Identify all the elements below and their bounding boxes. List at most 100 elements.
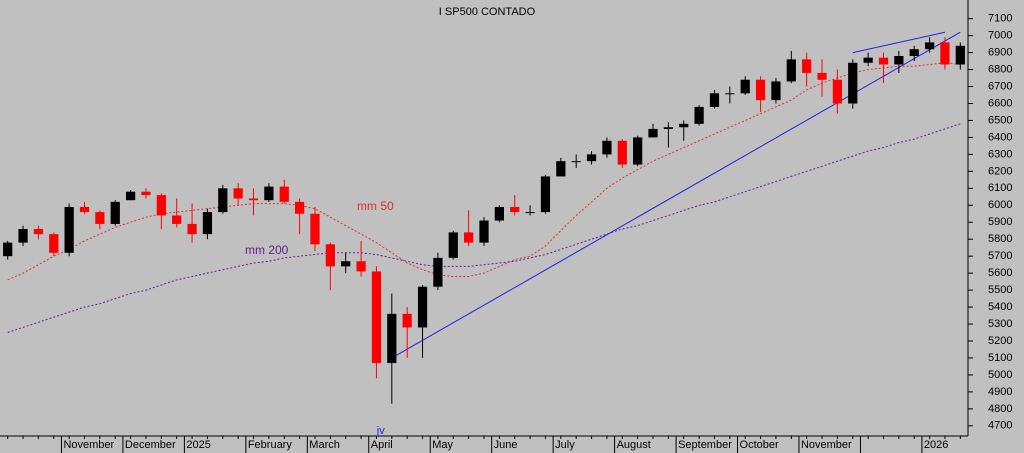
candle-body (848, 62, 858, 104)
y-tick-label: 6200 (988, 165, 1012, 177)
candle-body (172, 215, 182, 224)
moving-average (7, 123, 961, 333)
candle-body (279, 186, 289, 202)
x-tick-label: 2025 (186, 439, 210, 451)
candle-body (371, 271, 382, 364)
series-label: mm 50 (357, 199, 394, 213)
trendline (391, 31, 961, 359)
candle-body (341, 261, 351, 267)
annotation: jv (376, 425, 385, 437)
candle-body (556, 161, 566, 177)
y-tick-label: 5100 (988, 352, 1012, 364)
candle-body (909, 49, 919, 56)
candle-body (633, 137, 643, 165)
y-tick-label: 7100 (988, 13, 1012, 25)
candle-body (218, 188, 228, 213)
x-tick-label: September (678, 439, 732, 451)
x-tick-label: May (432, 439, 453, 451)
candle-body (79, 206, 90, 213)
y-tick-label: 5000 (988, 369, 1012, 381)
candle-body (448, 232, 458, 258)
candle-body (617, 140, 627, 165)
y-tick-label: 5500 (988, 284, 1012, 296)
candle-body (141, 191, 151, 196)
candle-body (433, 257, 443, 287)
candle-body (510, 206, 520, 213)
candle-body (64, 206, 74, 253)
candle-body (402, 313, 412, 328)
candle-body (156, 195, 166, 216)
y-tick-label: 7000 (988, 30, 1012, 42)
x-tick-label: July (555, 439, 575, 451)
candle-body (771, 81, 781, 101)
candle-body (202, 212, 213, 235)
x-tick-label: 2026 (924, 439, 948, 451)
y-tick-label: 6400 (988, 131, 1012, 143)
y-tick-label: 6100 (988, 182, 1012, 194)
candle-body (694, 106, 704, 124)
candle-body (110, 201, 120, 224)
candle-body (725, 93, 735, 95)
x-tick-label: February (248, 439, 293, 451)
candle-body (18, 229, 28, 243)
candle-body (955, 45, 965, 65)
x-tick-label: November (801, 439, 852, 451)
candle-body (525, 212, 535, 214)
y-tick-label: 4900 (988, 386, 1012, 398)
candle-body (49, 234, 59, 253)
y-tick-label: 6000 (988, 199, 1012, 211)
candle-body (832, 79, 843, 104)
candle-body (663, 127, 673, 129)
candle-body (387, 313, 397, 364)
candle-body (863, 57, 873, 63)
candle-body (95, 212, 105, 224)
candle-body (33, 229, 44, 235)
candle-body (417, 286, 428, 328)
chart-title: I SP500 CONTADO (439, 6, 536, 18)
y-tick-label: 4700 (988, 420, 1012, 432)
x-tick-label: April (371, 439, 393, 451)
moving-average (7, 62, 961, 281)
y-tick-label: 6500 (988, 114, 1012, 126)
candle-body (679, 123, 689, 128)
candle-body (786, 59, 796, 82)
candle-body (187, 223, 197, 235)
y-tick-label: 5400 (988, 301, 1012, 313)
y-tick-label: 4800 (988, 403, 1012, 415)
candle-body (479, 220, 489, 243)
candle-body (3, 242, 13, 257)
candle-body (264, 186, 274, 201)
candle-body (802, 59, 812, 73)
x-tick-label: November (63, 439, 114, 451)
series-label: mm 200 (245, 243, 289, 257)
y-tick-label: 6300 (988, 148, 1012, 160)
y-tick-label: 5600 (988, 267, 1012, 279)
candle-body (310, 213, 320, 245)
x-tick-label: March (309, 439, 340, 451)
y-tick-label: 5700 (988, 250, 1012, 262)
candle-body (586, 154, 597, 162)
y-tick-label: 5300 (988, 318, 1012, 330)
y-tick-label: 6600 (988, 97, 1012, 109)
candle-body (356, 261, 366, 272)
y-tick-label: 6800 (988, 63, 1012, 75)
trendline (852, 31, 946, 54)
candle-body (494, 206, 504, 221)
candle-body (817, 72, 827, 80)
x-tick-label: June (494, 439, 518, 451)
candle-body (125, 191, 136, 201)
y-tick-label: 5200 (988, 335, 1012, 347)
x-tick-label: August (617, 439, 651, 451)
y-tick-label: 5900 (988, 216, 1012, 228)
candle-body (755, 79, 766, 101)
y-tick-label: 6700 (988, 80, 1012, 92)
candle-body (878, 57, 889, 65)
candle-body (740, 79, 750, 94)
candle-body (709, 93, 720, 107)
candle-body (940, 42, 950, 65)
candle-body (540, 176, 551, 213)
candle-body (464, 232, 474, 243)
